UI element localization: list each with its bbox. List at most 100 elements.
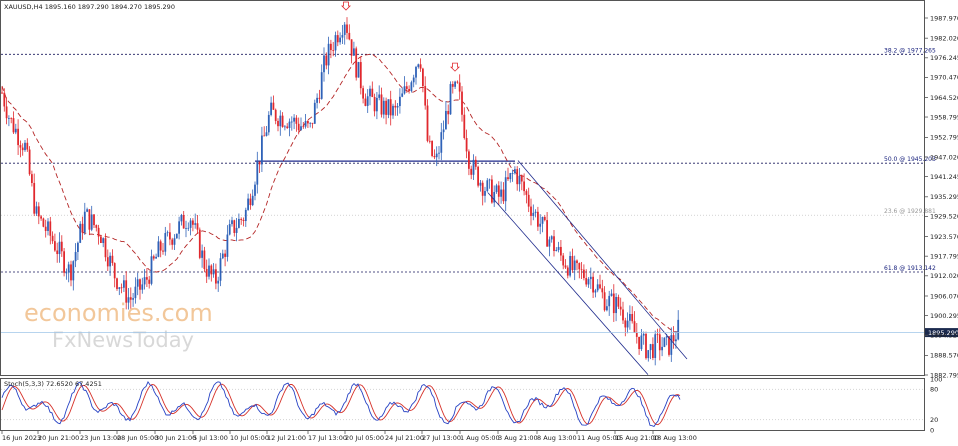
candle-body: [451, 84, 454, 87]
candle-body: [468, 151, 470, 169]
candle-body: [373, 96, 376, 112]
candle-body: [541, 216, 544, 224]
candle-body: [60, 241, 63, 252]
candle-body: [415, 66, 417, 78]
candle-body: [465, 137, 468, 152]
candle-body: [454, 81, 456, 87]
candle-body: [47, 221, 49, 231]
candle-body: [311, 122, 314, 124]
candle-body: [21, 147, 24, 151]
candle-body: [638, 336, 640, 350]
x-tick-label: 28 Jun 05:00: [117, 434, 158, 442]
candle-body: [83, 211, 86, 233]
candle-body: [102, 238, 105, 244]
candle-body: [113, 263, 116, 279]
y-tick-label: 1894.520: [930, 332, 958, 340]
x-tick-label: 11 Aug 05:00: [577, 434, 621, 442]
candle-body: [385, 100, 387, 115]
candle-body: [675, 339, 677, 342]
candle-body: [417, 64, 420, 67]
candle-body: [412, 77, 415, 83]
candle-body: [1, 92, 3, 94]
candle-body: [408, 89, 410, 92]
candle-body: [44, 226, 47, 231]
fib-level-label: 50.0 @ 1945.203: [884, 156, 936, 163]
candle-body: [136, 279, 139, 287]
current-price-tag: [925, 328, 958, 338]
candle-body: [532, 212, 535, 216]
candle-body: [65, 272, 68, 274]
candle-body: [564, 265, 567, 268]
candle-body: [612, 293, 615, 314]
candle-body: [364, 98, 367, 106]
candle-body: [51, 235, 54, 242]
candle-body: [173, 238, 176, 245]
candle-body: [507, 177, 509, 180]
candle-body: [514, 169, 516, 174]
candle-body: [580, 269, 583, 271]
candle-body: [596, 284, 599, 291]
candle-body: [422, 68, 424, 87]
candle-body: [224, 253, 226, 257]
candle-body: [42, 218, 45, 227]
candle-body: [187, 227, 190, 229]
candle-body: [445, 110, 447, 130]
candle-body: [219, 258, 222, 281]
x-tick-label: 1 Aug 05:00: [460, 434, 500, 442]
candle-body: [399, 96, 401, 107]
candle-body: [594, 290, 597, 293]
candle-body: [486, 180, 489, 192]
candle-body: [33, 182, 36, 214]
candle-body: [81, 223, 84, 233]
candle-body: [663, 337, 666, 347]
candle-body: [362, 88, 364, 99]
candle-body: [162, 250, 164, 252]
candle-body: [382, 100, 385, 115]
candle-body: [106, 257, 109, 267]
candle-body: [49, 221, 52, 236]
candle-body: [550, 236, 553, 240]
candle-body: [433, 155, 436, 158]
price-channel[interactable]: [487, 160, 688, 375]
channel-lower-line[interactable]: [487, 192, 649, 375]
price-pane[interactable]: [0, 0, 925, 376]
candle-body: [24, 142, 26, 151]
candle-body: [189, 220, 192, 228]
candle-body: [470, 168, 473, 175]
candle-body: [56, 250, 59, 255]
candle-body: [585, 278, 588, 285]
candle-body: [67, 264, 70, 273]
candle-body: [543, 216, 546, 221]
x-tick-label: 3 Aug 21:00: [498, 434, 538, 442]
candle-body: [95, 225, 98, 228]
candle-body: [238, 218, 240, 228]
candle-body: [619, 306, 622, 310]
price-axis[interactable]: 1987.970 1982.020 1976.245 1970.470 1964.520…: [924, 14, 958, 379]
candle-body: [631, 314, 634, 322]
y-tick-label: 1970.470: [930, 74, 958, 82]
stoch-tick-label: 0: [930, 426, 934, 434]
candle-body: [150, 256, 153, 284]
down-arrow-icon: [450, 62, 460, 72]
channel-upper-line[interactable]: [517, 160, 688, 360]
candle-body: [539, 223, 542, 227]
candle-body: [668, 336, 670, 355]
candle-body: [548, 239, 551, 247]
candle-body: [672, 335, 675, 342]
candle-body: [369, 88, 371, 97]
candle-body: [389, 99, 392, 116]
candle-body: [578, 263, 581, 270]
candle-body: [428, 140, 431, 142]
candle-body: [670, 335, 673, 355]
candle-body: [658, 334, 661, 351]
candle-body: [127, 297, 130, 303]
candle-body: [366, 96, 369, 106]
candle-body: [343, 24, 346, 35]
candle-body: [19, 145, 22, 148]
candle-body: [26, 142, 29, 150]
candle-body: [175, 233, 178, 239]
candle-body: [449, 84, 452, 115]
candle-body: [309, 122, 312, 124]
candle-body: [380, 94, 383, 115]
